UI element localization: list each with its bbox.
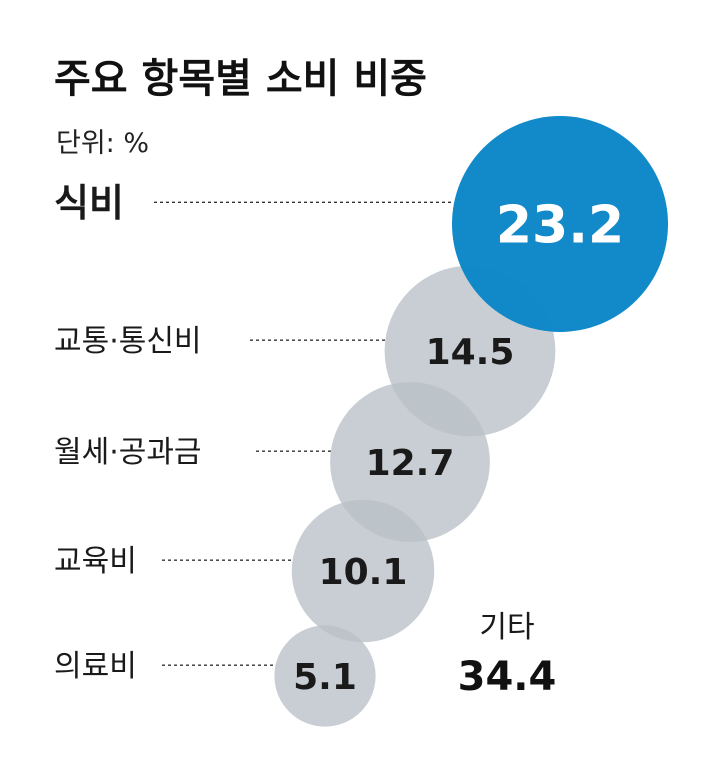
value-labels: 23.2 14.5 12.7 10.1 5.1 [293, 196, 624, 698]
other-label: 기타 [479, 610, 534, 645]
value-label-2: 14.5 [426, 332, 515, 373]
chart-title: 주요 항목별 소비 비중 [54, 56, 427, 102]
category-label-4: 교육비 [54, 544, 137, 579]
bubbles [274, 116, 668, 727]
value-label-1: 23.2 [496, 196, 624, 256]
category-label-2: 교통·통신비 [54, 324, 202, 359]
other-value: 34.4 [458, 654, 557, 700]
value-label-4: 10.1 [319, 552, 408, 593]
value-label-5: 5.1 [293, 657, 357, 698]
category-label-5: 의료비 [54, 649, 137, 684]
bubble-1 [452, 116, 668, 332]
category-label-1: 식비 [54, 181, 124, 225]
category-label-3: 월세·공과금 [54, 435, 202, 470]
bubble-5 [274, 625, 376, 727]
unit-label: 단위: % [56, 128, 149, 159]
value-label-3: 12.7 [366, 443, 455, 484]
leader-lines [154, 201, 454, 666]
